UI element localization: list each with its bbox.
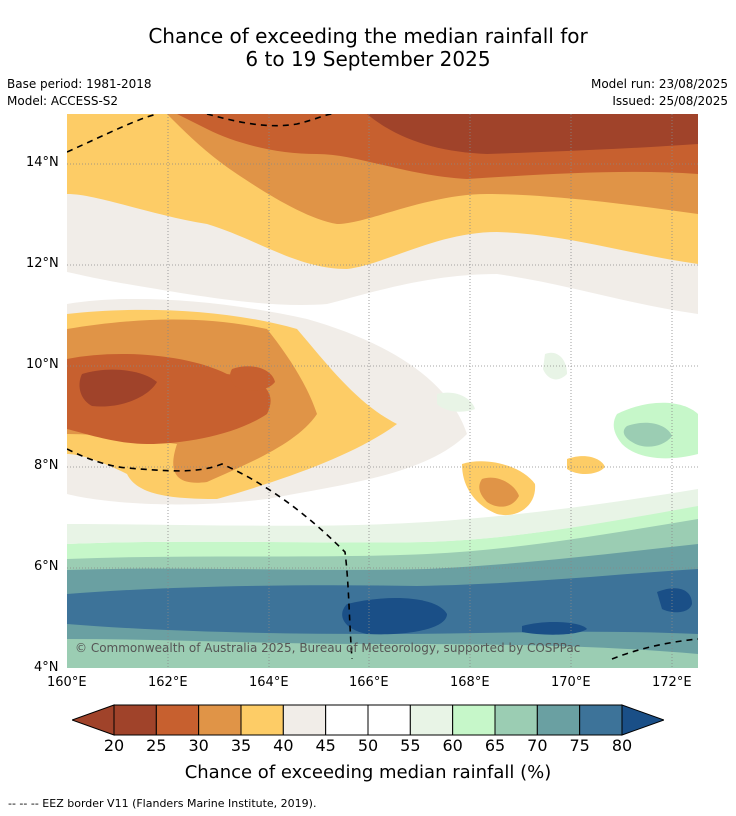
colorbar-tick-label: 50 xyxy=(357,736,379,755)
colorbar-cell xyxy=(409,704,454,736)
map-svg xyxy=(67,114,698,668)
colorbar-cell xyxy=(198,704,242,736)
colorbar-tick-label: 35 xyxy=(230,736,252,755)
green-spot-small xyxy=(543,352,567,380)
green-spot-small-2 xyxy=(437,392,475,412)
colorbar-cell xyxy=(367,704,411,736)
map-gridlines xyxy=(67,114,698,668)
lon-tick-162e: 162°E xyxy=(148,675,188,690)
model-run-label: Model run: 23/08/2025 xyxy=(590,77,728,91)
base-period-label: Base period: 1981-2018 xyxy=(7,77,152,91)
west-warm-20 xyxy=(79,369,157,407)
colorbar-tick-label: 30 xyxy=(188,736,209,755)
colorbar-tick-label: 40 xyxy=(273,736,294,755)
warm-spot-170e xyxy=(567,456,605,475)
issued-label: Issued: 25/08/2025 xyxy=(612,94,728,108)
colorbar-cell xyxy=(240,704,284,736)
rainfall-probability-map xyxy=(67,114,698,668)
lat-tick-14n: 14°N xyxy=(26,155,59,170)
contour-85-patch-south xyxy=(522,622,587,635)
colorbar-cell xyxy=(282,704,327,736)
lat-tick-10n: 10°N xyxy=(26,357,59,372)
colorbar-tick-label: 45 xyxy=(315,736,336,755)
lat-tick-12n: 12°N xyxy=(26,256,59,271)
eez-border-lines xyxy=(67,114,698,660)
model-label: Model: ACCESS-S2 xyxy=(7,94,119,108)
lon-tick-172e: 172°E xyxy=(652,675,692,690)
colorbar-cell xyxy=(325,704,369,736)
contour-85-patch-east xyxy=(657,588,692,613)
lon-tick-160e: 160°E xyxy=(47,675,87,690)
colorbar-cell xyxy=(155,704,200,736)
eez-footnote: -- -- -- EEZ border V11 (Flanders Marine… xyxy=(8,797,317,810)
light-green-band xyxy=(67,489,698,544)
colorbar-tick-label: 55 xyxy=(400,736,421,755)
colorbar-cell xyxy=(579,704,623,736)
colorbar-tick-label: 20 xyxy=(103,736,125,755)
colorbar-cell xyxy=(452,704,496,736)
colorbar-cell xyxy=(113,704,157,736)
colorbar-tick-label: 65 xyxy=(484,736,506,755)
map-title-line1: Chance of exceeding the median rainfall … xyxy=(148,24,588,48)
lat-tick-6n: 6°N xyxy=(34,559,59,574)
colorbar-arrow-low xyxy=(70,704,115,736)
colorbar-tick-label: 80 xyxy=(611,736,633,755)
colorbar-cells xyxy=(113,704,623,736)
warm-spot-168e-inner xyxy=(479,477,519,507)
lon-tick-170e: 170°E xyxy=(551,675,591,690)
map-title-line2: 6 to 19 September 2025 xyxy=(245,47,491,71)
colorbar-tick-label: 60 xyxy=(442,736,463,755)
lat-tick-4n: 4°N xyxy=(34,660,59,675)
lon-tick-166e: 166°E xyxy=(349,675,389,690)
colorbar-svg xyxy=(70,704,666,736)
copyright-notice: © Commonwealth of Australia 2025, Bureau… xyxy=(75,641,581,655)
lat-tick-8n: 8°N xyxy=(34,458,59,473)
lon-tick-164e: 164°E xyxy=(249,675,289,690)
colorbar-arrow-high xyxy=(621,704,666,736)
colorbar xyxy=(70,704,666,736)
contour-20-25-band xyxy=(367,114,698,154)
green-spot-east-inner xyxy=(623,422,672,447)
colorbar-cell xyxy=(536,704,581,736)
lon-tick-168e: 168°E xyxy=(450,675,490,690)
colorbar-tick-label: 75 xyxy=(569,736,590,755)
colorbar-tick-label: 25 xyxy=(146,736,167,755)
small-warm-patch-1 xyxy=(230,366,275,391)
contour-85-patch-center xyxy=(342,598,447,635)
colorbar-cell xyxy=(494,704,538,736)
colorbar-tick-label: 70 xyxy=(527,736,548,755)
colorbar-title: Chance of exceeding median rainfall (%) xyxy=(184,762,552,783)
